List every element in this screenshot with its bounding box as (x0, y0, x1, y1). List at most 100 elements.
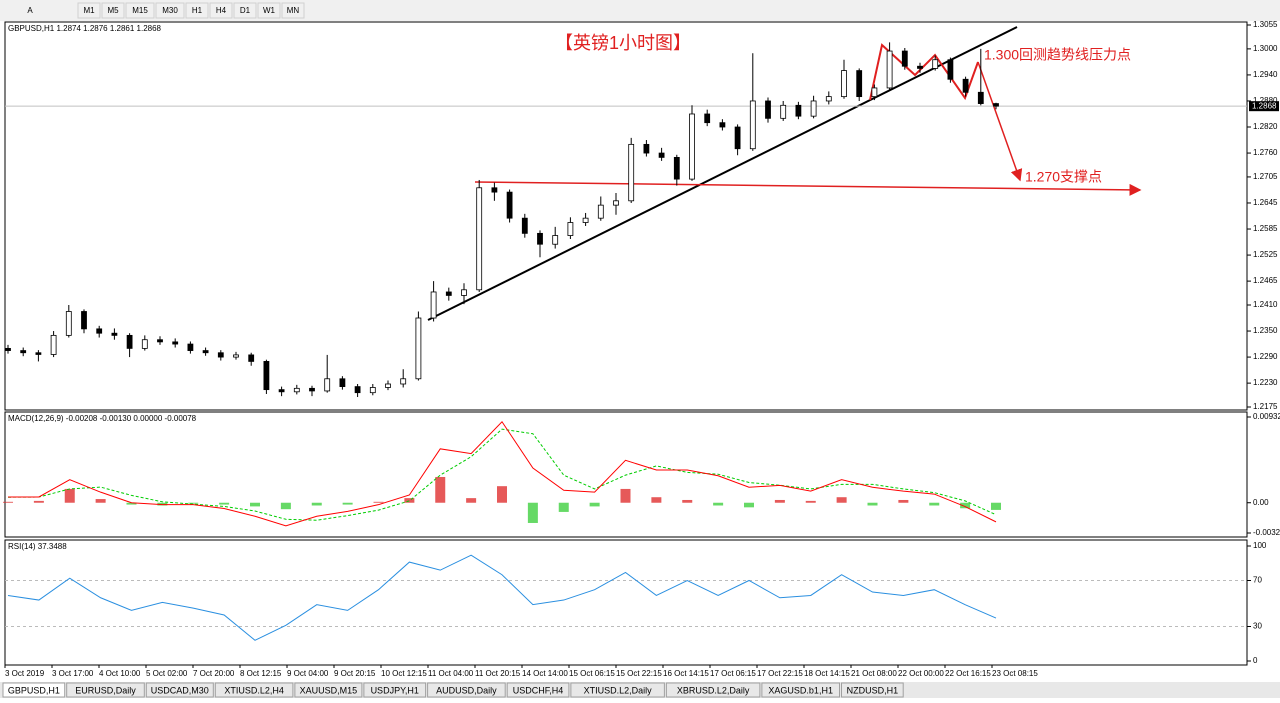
candle-body (461, 289, 467, 296)
candle-body (689, 113, 695, 180)
candle-body (476, 187, 483, 291)
chart-tab[interactable] (506, 682, 570, 698)
toolbar-button[interactable] (125, 2, 155, 19)
candle-body (415, 317, 422, 380)
toolbar-button-label: M15 (132, 6, 148, 15)
chart-tab-label: AUDUSD,Daily (436, 685, 497, 695)
candle-body (658, 152, 665, 158)
candle-body (202, 350, 209, 354)
toolbar-button[interactable] (155, 2, 185, 19)
candle-body (217, 352, 224, 358)
macd-histogram-bar (898, 499, 909, 503)
toolbar-button[interactable] (185, 2, 209, 19)
chart-tab[interactable] (2, 682, 66, 698)
macd-histogram-bar (713, 502, 724, 506)
time-tick-label: 3 Oct 17:00 (52, 669, 94, 678)
chart-tab-label: GBPUSD,H1 (8, 685, 60, 695)
candle-body (157, 339, 163, 343)
candle-body (521, 217, 528, 234)
time-tick-label: 22 Oct 16:15 (945, 669, 991, 678)
macd-panel (4, 411, 1248, 538)
candle-body (597, 204, 604, 219)
chart-tab[interactable] (66, 682, 145, 698)
candle-body (719, 122, 726, 128)
time-tick-label: 17 Oct 22:15 (757, 669, 803, 678)
macd-histogram-bar (157, 502, 168, 506)
rsi-panel (4, 539, 1248, 666)
candle-body (385, 383, 391, 388)
chart-tab[interactable] (665, 682, 761, 698)
candle-body (293, 387, 300, 393)
chart-tab-label: XTIUSD.L2,H4 (224, 685, 284, 695)
macd-histogram-bar (126, 502, 137, 505)
macd-histogram-bar (33, 500, 44, 503)
chart-tab[interactable] (761, 682, 841, 698)
chart-tab[interactable] (363, 682, 427, 698)
time-tick-label: 3 Oct 2019 (5, 669, 45, 678)
candle-body (947, 59, 954, 80)
toolbar-button-label: D1 (240, 6, 251, 15)
price-tick-label: 1.2230 (1253, 378, 1278, 387)
price-tick-label: 1.2820 (1253, 122, 1278, 131)
chart-tab[interactable] (214, 682, 294, 698)
macd-histogram-bar (960, 502, 971, 509)
candle-body (263, 361, 270, 391)
toolbar-button[interactable] (209, 2, 233, 19)
candle-body (582, 217, 589, 223)
toolbar-button-label: H4 (216, 6, 227, 15)
candle-body (50, 334, 57, 355)
candle-body (35, 352, 42, 355)
chart-tab[interactable] (294, 682, 363, 698)
macd-histogram-bar (527, 502, 538, 523)
candle-body (613, 200, 619, 206)
rsi-label: RSI(14) 37.3488 (8, 542, 67, 551)
price-tick-label: 1.2940 (1253, 70, 1278, 79)
macd-label: MACD(12,26,9) -0.00208 -0.00130 0.00000 … (8, 414, 197, 423)
toolbar-button[interactable] (233, 2, 257, 19)
support-annotation: 1.270支撑点 (1025, 169, 1102, 185)
rsi-tick-label: 30 (1253, 622, 1262, 631)
time-tick-label: 11 Oct 04:00 (428, 669, 474, 678)
candle-body (400, 378, 407, 385)
candle-body (278, 389, 285, 393)
chart-tab[interactable] (427, 682, 506, 698)
toolbar-button-label: M1 (83, 6, 95, 15)
candle-body (111, 332, 118, 336)
macd-histogram-bar (95, 499, 106, 503)
chart-tab-label: USDJPY,H1 (371, 685, 419, 695)
candle-body (856, 70, 863, 98)
candle-body (126, 334, 133, 349)
candle-body (567, 222, 574, 236)
toolbar-button[interactable] (77, 2, 101, 19)
chart-tab[interactable] (841, 682, 904, 698)
chart-tab-label: NZDUSD,H1 (847, 685, 899, 695)
main-panel (4, 21, 1248, 411)
chart-tab[interactable] (145, 682, 214, 698)
toolbar-button[interactable] (22, 3, 38, 18)
candle-body (673, 156, 680, 180)
price-tick-label: 1.2290 (1253, 352, 1278, 361)
time-tick-label: 17 Oct 06:15 (710, 669, 756, 678)
candle-body (65, 311, 72, 336)
macd-signal-line (7, 428, 997, 521)
toolbar-button[interactable] (101, 2, 125, 19)
price-tick-label: 1.2585 (1253, 224, 1278, 233)
candle-body (96, 328, 103, 334)
rsi-tick-label: 100 (1253, 541, 1267, 550)
candle-body (765, 100, 771, 119)
macd-histogram-bar (188, 502, 199, 504)
chart-tab[interactable] (570, 682, 665, 698)
macd-histogram-bar (3, 501, 13, 503)
candle-body (993, 103, 999, 107)
trend-line (427, 26, 1018, 321)
toolbar-button[interactable] (257, 2, 281, 19)
time-tick-label: 9 Oct 20:15 (334, 669, 376, 678)
current-price-label: 1.2868 (1252, 101, 1277, 110)
macd-histogram-bar (466, 498, 477, 503)
toolbar-button[interactable] (281, 2, 305, 19)
macd-histogram-bar (774, 499, 785, 503)
candle-body (932, 59, 939, 69)
candle-body (445, 291, 452, 296)
macd-histogram-bar (620, 488, 631, 503)
candle-body (248, 354, 255, 362)
